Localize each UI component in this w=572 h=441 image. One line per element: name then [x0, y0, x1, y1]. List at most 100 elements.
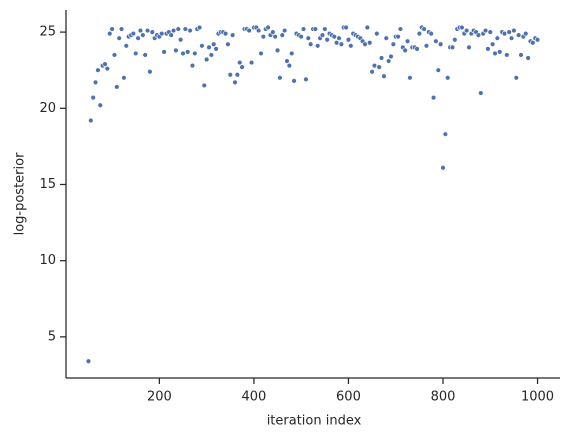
- data-point: [466, 44, 472, 51]
- data-point: [428, 30, 434, 37]
- data-point: [435, 67, 441, 73]
- data-point: [445, 75, 451, 81]
- data-point: [324, 37, 330, 43]
- data-point: [237, 59, 243, 66]
- data-point: [388, 53, 394, 60]
- data-point: [144, 27, 151, 34]
- data-point: [515, 32, 522, 38]
- data-point: [97, 102, 103, 108]
- data-point: [459, 24, 465, 31]
- data-point: [336, 35, 342, 41]
- data-point: [159, 30, 165, 37]
- data-point: [140, 32, 146, 38]
- data-point: [482, 27, 489, 34]
- data-point: [258, 50, 264, 57]
- data-point: [137, 27, 144, 34]
- data-point: [307, 41, 314, 47]
- data-point: [371, 62, 378, 69]
- data-point: [364, 24, 371, 31]
- y-tick-label: 5: [48, 329, 56, 344]
- data-point: [274, 47, 281, 54]
- data-point: [123, 43, 129, 49]
- data-point: [175, 26, 181, 32]
- data-point: [161, 49, 167, 55]
- data-point: [523, 30, 529, 37]
- data-point: [104, 65, 111, 72]
- data-point: [501, 30, 508, 37]
- data-point: [331, 33, 337, 40]
- data-point: [180, 50, 186, 57]
- data-point: [300, 26, 307, 32]
- data-point: [121, 75, 127, 81]
- data-point: [192, 50, 198, 57]
- data-point: [395, 33, 401, 40]
- data-point: [407, 75, 413, 81]
- data-point: [440, 165, 446, 171]
- data-point: [149, 29, 155, 35]
- data-point: [504, 52, 510, 58]
- data-point: [385, 58, 392, 64]
- data-point: [142, 52, 148, 58]
- data-point: [270, 29, 276, 35]
- data-point: [189, 62, 196, 69]
- y-tick-label: 25: [39, 25, 56, 40]
- data-point: [255, 27, 262, 34]
- data-point: [383, 35, 389, 41]
- data-point: [187, 27, 193, 34]
- data-point: [530, 40, 536, 46]
- data-point: [452, 37, 458, 43]
- data-point: [298, 33, 304, 40]
- data-point: [111, 52, 118, 58]
- data-point: [423, 43, 430, 49]
- data-point: [199, 43, 205, 49]
- data-point: [102, 61, 108, 67]
- data-point: [116, 35, 122, 41]
- data-point: [518, 52, 524, 58]
- data-point: [390, 41, 397, 47]
- data-point: [173, 47, 179, 54]
- data-point: [404, 38, 411, 44]
- data-point: [497, 49, 503, 55]
- data-point: [213, 46, 219, 52]
- data-point: [494, 35, 501, 41]
- data-point: [508, 35, 515, 41]
- x-axis-label: iteration index: [267, 414, 362, 429]
- data-point: [232, 79, 238, 86]
- data-point: [343, 24, 349, 31]
- data-point: [234, 72, 241, 78]
- data-point: [248, 59, 255, 66]
- data-point: [85, 358, 92, 364]
- data-point: [88, 117, 94, 124]
- data-point: [211, 41, 217, 47]
- data-point: [208, 52, 215, 58]
- data-point: [421, 26, 427, 32]
- data-point: [260, 33, 267, 40]
- data-point: [492, 50, 498, 57]
- data-point: [312, 26, 319, 32]
- data-point: [305, 35, 311, 41]
- data-point: [402, 47, 408, 54]
- data-point: [203, 56, 210, 63]
- data-point: [449, 44, 456, 51]
- data-point: [279, 32, 285, 38]
- data-point: [177, 37, 184, 43]
- data-point: [201, 82, 207, 89]
- data-point: [338, 41, 345, 47]
- data-point: [487, 29, 493, 35]
- data-point: [239, 64, 245, 70]
- data-point: [109, 26, 115, 32]
- data-point: [272, 33, 278, 40]
- data-point: [463, 27, 470, 34]
- x-tick-label: 200: [147, 390, 172, 405]
- data-point: [475, 32, 482, 38]
- data-point: [369, 69, 375, 75]
- data-point: [534, 37, 541, 43]
- data-point: [107, 30, 113, 37]
- data-point: [168, 32, 174, 38]
- data-point: [185, 49, 191, 55]
- data-point: [286, 62, 293, 69]
- x-tick-label: 800: [431, 390, 456, 405]
- data-point: [333, 40, 340, 46]
- data-point: [381, 73, 387, 79]
- y-tick-label: 10: [39, 253, 56, 268]
